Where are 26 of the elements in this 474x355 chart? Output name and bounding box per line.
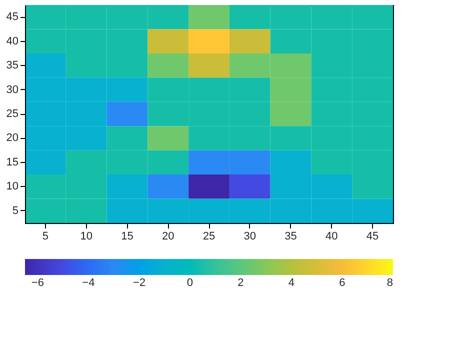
y-tick-label: 15 (6, 156, 18, 168)
x-tick-label: 35 (284, 230, 297, 242)
color-bar-label: −2 (132, 277, 146, 289)
x-tick-label: 45 (366, 230, 379, 242)
y-tick-label: 20 (6, 132, 18, 144)
x-tick-label: 20 (162, 230, 174, 242)
color-bar-label: −4 (82, 277, 95, 289)
x-tick-label: 15 (121, 230, 134, 242)
x-tick-label: 5 (42, 230, 49, 242)
x-tick-label: 40 (326, 230, 338, 242)
y-tick-label: 25 (6, 108, 18, 120)
y-tick-label: 5 (12, 204, 18, 217)
y-tick-label: 35 (6, 60, 18, 72)
x-tick-label: 30 (244, 230, 256, 242)
x-tick-label: 25 (202, 230, 216, 242)
x-tick-label: 10 (80, 230, 92, 242)
color-bar-label: 2 (238, 277, 244, 289)
color-bar-label: 8 (386, 277, 393, 289)
y-tick-label: 10 (6, 180, 18, 193)
color-bar-label: 6 (339, 277, 346, 289)
y-tick-label: 30 (6, 84, 18, 96)
y-tick-label: 40 (6, 35, 18, 48)
color-bar-label: 4 (288, 277, 295, 289)
color-bar-label: 0 (186, 277, 194, 289)
y-tick-label: 45 (6, 11, 18, 24)
color-bar-label: −6 (31, 277, 44, 289)
